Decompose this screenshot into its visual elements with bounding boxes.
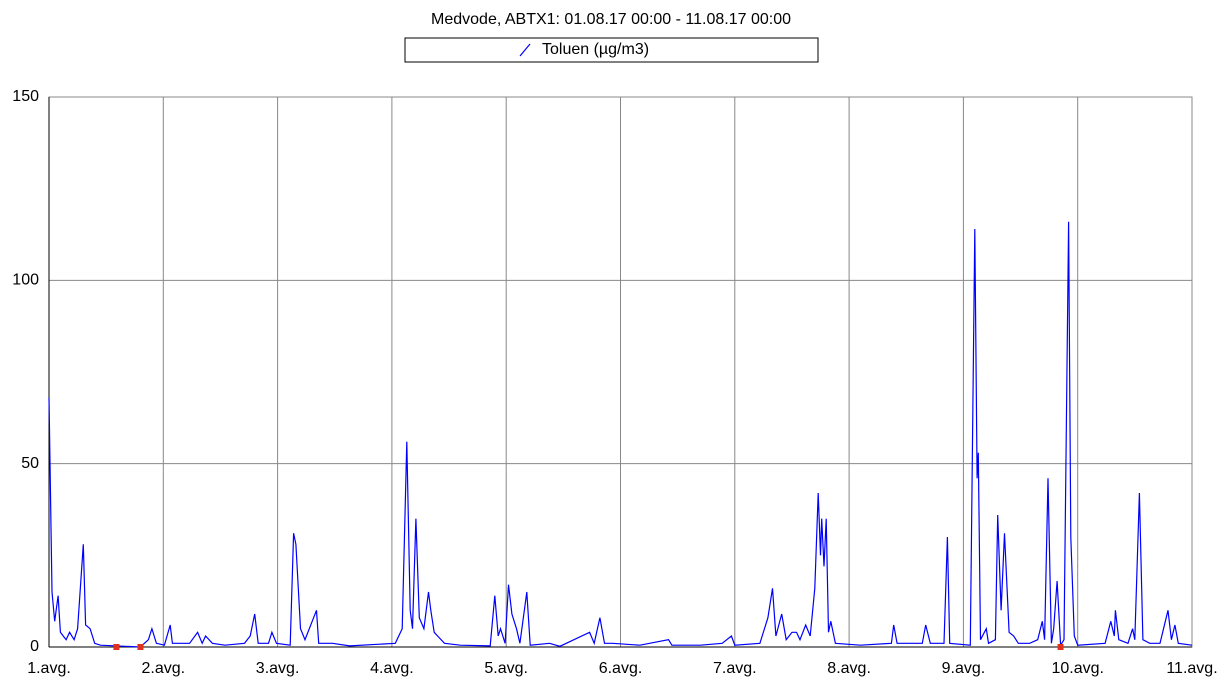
missing-marker: [1057, 644, 1064, 650]
x-tick-label: 2.avg.: [142, 660, 186, 677]
x-tick-label: 11.avg.: [1166, 660, 1217, 677]
x-tick-label: 10.avg.: [1051, 660, 1103, 677]
x-tick-label: 7.avg.: [713, 660, 757, 677]
x-tick-label: 8.avg.: [827, 660, 871, 677]
legend-label: Toluen (µg/m3): [542, 41, 649, 58]
x-tick-label: 6.avg.: [599, 660, 643, 677]
missing-marker: [137, 644, 144, 650]
x-tick-label: 3.avg.: [256, 660, 300, 677]
y-tick-label: 50: [21, 455, 39, 472]
x-tick-label: 5.avg.: [484, 660, 528, 677]
legend-swatch: [519, 43, 531, 57]
missing-marker: [113, 644, 120, 650]
y-tick-label: 150: [12, 88, 39, 105]
x-tick-label: 4.avg.: [370, 660, 414, 677]
chart-title: Medvode, ABTX1: 01.08.17 00:00 - 11.08.1…: [431, 11, 791, 28]
x-tick-label: 9.avg.: [942, 660, 986, 677]
y-tick-label: 100: [12, 272, 39, 289]
y-tick-label: 0: [30, 638, 39, 655]
x-tick-label: 1.avg.: [27, 660, 71, 677]
series-line: [48, 221, 1193, 648]
legend-box: [404, 37, 819, 63]
